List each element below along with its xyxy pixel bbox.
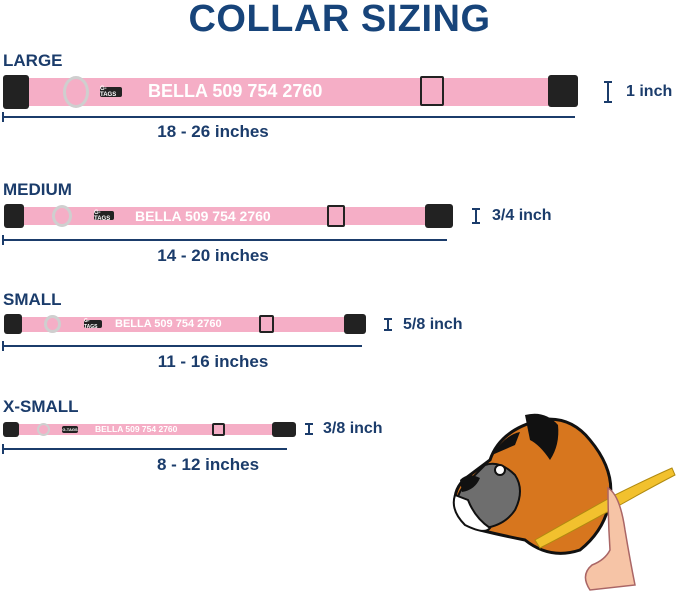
width-marker (384, 318, 392, 331)
size-label: X-SMALL (3, 397, 79, 416)
width-label: 1 inch (626, 83, 673, 100)
size-label: LARGE (3, 51, 63, 70)
brand-tag: G-TAGS (84, 318, 102, 330)
length-line (2, 112, 575, 122)
d-ring (63, 76, 89, 108)
buckle-female (3, 75, 29, 109)
width-marker (472, 208, 480, 224)
brand-tag: G-TAGS (100, 86, 122, 98)
brand-tag: G-TAGS (62, 426, 78, 433)
length-range: 14 - 20 inches (157, 246, 269, 265)
collar-strap (16, 424, 278, 435)
slider (259, 315, 274, 333)
slider (212, 423, 225, 436)
length-line (2, 444, 287, 454)
length-range: 18 - 26 inches (157, 122, 269, 141)
width-label: 3/4 inch (492, 207, 552, 224)
personalized-text: BELLA 509 754 2760 (95, 424, 178, 434)
personalized-text: BELLA 509 754 2760 (148, 81, 323, 101)
d-ring (37, 423, 50, 436)
buckle-female (3, 422, 19, 437)
buckle-female (4, 204, 24, 228)
size-label: SMALL (3, 290, 62, 309)
width-marker (305, 423, 313, 435)
personalized-text: BELLA 509 754 2760 (135, 208, 271, 224)
width-label: 5/8 inch (403, 316, 463, 333)
slider (327, 205, 345, 227)
boxer-dog-illustration (452, 413, 676, 591)
buckle-male (548, 75, 578, 107)
buckle-male (344, 314, 366, 334)
length-range: 8 - 12 inches (156, 455, 260, 474)
length-range: 11 - 16 inches (157, 352, 269, 371)
d-ring (52, 205, 72, 227)
page-title: COLLAR SIZING (188, 0, 491, 40)
buckle-male (272, 422, 296, 437)
buckle-male (425, 204, 453, 228)
brand-tag: G-TAGS (94, 210, 114, 222)
slider (420, 76, 444, 106)
buckle-female (4, 314, 22, 334)
d-ring (44, 315, 61, 333)
size-label: MEDIUM (3, 180, 72, 199)
width-marker (604, 81, 612, 103)
width-label: 3/8 inch (323, 420, 383, 437)
length-line (2, 235, 447, 245)
length-line (2, 341, 362, 351)
personalized-text: BELLA 509 754 2760 (115, 318, 222, 330)
collar-strap (18, 207, 443, 225)
